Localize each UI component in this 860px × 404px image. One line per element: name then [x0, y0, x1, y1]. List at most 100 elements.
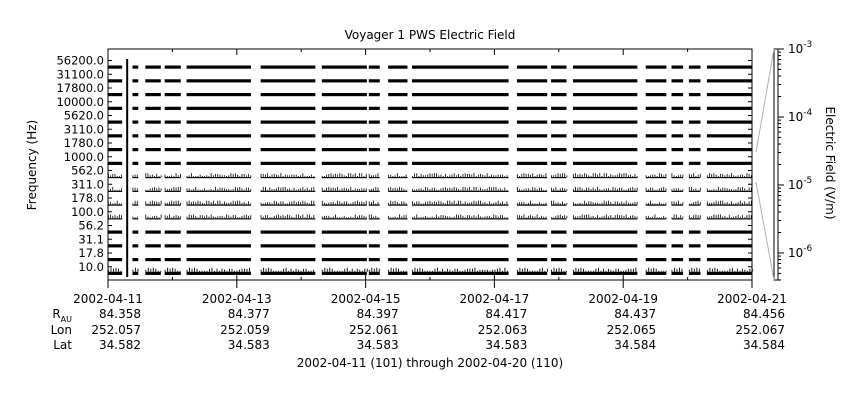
noise-tick: [711, 202, 713, 205]
data-segment: [671, 161, 684, 165]
data-segment: [688, 230, 701, 234]
noise-tick: [377, 173, 379, 177]
noise-tick: [473, 200, 475, 205]
noise-tick: [201, 270, 203, 272]
noise-tick: [557, 215, 559, 219]
noise-tick: [630, 203, 631, 205]
noise-tick: [310, 270, 312, 272]
noise-tick: [466, 268, 468, 272]
noise-tick: [223, 175, 225, 177]
noise-tick: [499, 202, 501, 205]
y-tick-label: 31.1: [78, 232, 104, 246]
noise-tick: [156, 215, 158, 219]
noise-tick: [361, 188, 363, 191]
noise-tick: [594, 217, 596, 219]
noise-tick: [477, 200, 479, 205]
noise-tick: [673, 188, 675, 191]
noise-tick: [276, 188, 277, 191]
noise-tick: [675, 188, 677, 191]
ephemeris-value: 252.065: [607, 323, 657, 337]
noise-tick: [536, 214, 538, 219]
noise-tick: [425, 215, 426, 219]
noise-tick: [276, 215, 277, 219]
noise-tick: [475, 176, 477, 177]
noise-tick: [234, 270, 235, 272]
noise-tick: [679, 267, 680, 272]
noise-tick: [484, 202, 486, 205]
noise-tick: [719, 270, 721, 272]
noise-tick: [193, 214, 194, 219]
noise-tick: [632, 215, 634, 219]
noise-tick: [471, 202, 473, 205]
noise-tick: [346, 176, 347, 177]
noise-tick: [197, 189, 199, 191]
noise-tick: [486, 173, 488, 177]
noise-tick: [726, 188, 728, 191]
noise-tick: [232, 189, 234, 191]
noise-tick: [451, 217, 453, 219]
x-tick-label: 2002-04-17: [460, 292, 530, 306]
noise-tick: [660, 270, 662, 272]
noise-tick: [678, 188, 679, 191]
channel-band-31100.0: [108, 79, 752, 83]
noise-tick: [599, 173, 601, 177]
noise-tick: [375, 203, 377, 205]
noise-tick: [368, 173, 370, 177]
noise-tick: [586, 214, 587, 219]
noise-tick: [551, 187, 552, 191]
noise-tick: [112, 203, 114, 205]
noise-tick: [493, 202, 495, 205]
data-segment: [551, 93, 567, 97]
data-segment: [368, 244, 380, 248]
noise-tick: [462, 173, 464, 177]
noise-tick: [373, 188, 375, 191]
noise-tick: [697, 200, 699, 205]
noise-tick: [733, 203, 735, 205]
data-segment: [368, 230, 380, 234]
noise-tick: [343, 187, 345, 191]
noise-tick: [394, 187, 396, 191]
noise-tick: [456, 268, 458, 272]
noise-tick: [280, 187, 282, 191]
noise-tick: [671, 269, 673, 272]
noise-tick: [451, 202, 453, 205]
noise-tick: [217, 216, 219, 219]
noise-tick: [234, 215, 236, 219]
data-segment: [516, 161, 548, 165]
data-segment: [186, 93, 251, 97]
data-segment: [706, 148, 752, 152]
data-segment: [671, 120, 684, 124]
noise-tick: [453, 186, 455, 191]
data-segment: [164, 148, 181, 152]
noise-tick: [304, 189, 306, 191]
noise-tick: [328, 215, 330, 219]
noise-tick: [341, 173, 343, 177]
noise-tick: [557, 202, 559, 205]
noise-tick: [728, 175, 730, 177]
data-segment: [132, 79, 139, 83]
noise-tick: [166, 215, 168, 219]
noise-tick: [577, 174, 579, 177]
data-segment: [388, 161, 408, 165]
noise-tick: [610, 269, 612, 272]
noise-tick: [671, 201, 673, 205]
noise-tick: [444, 203, 446, 205]
noise-tick: [680, 174, 682, 177]
noise-tick: [462, 215, 464, 219]
noise-tick: [326, 187, 328, 191]
data-segment: [671, 65, 684, 69]
noise-tick: [661, 217, 662, 219]
noise-tick: [271, 174, 273, 177]
noise-tick: [566, 270, 567, 272]
noise-tick: [324, 267, 326, 272]
noise-tick: [471, 189, 473, 191]
noise-tick: [698, 268, 700, 272]
noise-tick: [536, 203, 538, 205]
chart-title: Voyager 1 PWS Electric Field: [345, 28, 516, 42]
noise-tick: [172, 267, 174, 272]
noise-tick: [709, 267, 711, 272]
noise-tick: [427, 187, 429, 191]
data-segment: [516, 134, 548, 138]
noise-tick: [497, 200, 499, 205]
noise-tick: [499, 188, 501, 191]
